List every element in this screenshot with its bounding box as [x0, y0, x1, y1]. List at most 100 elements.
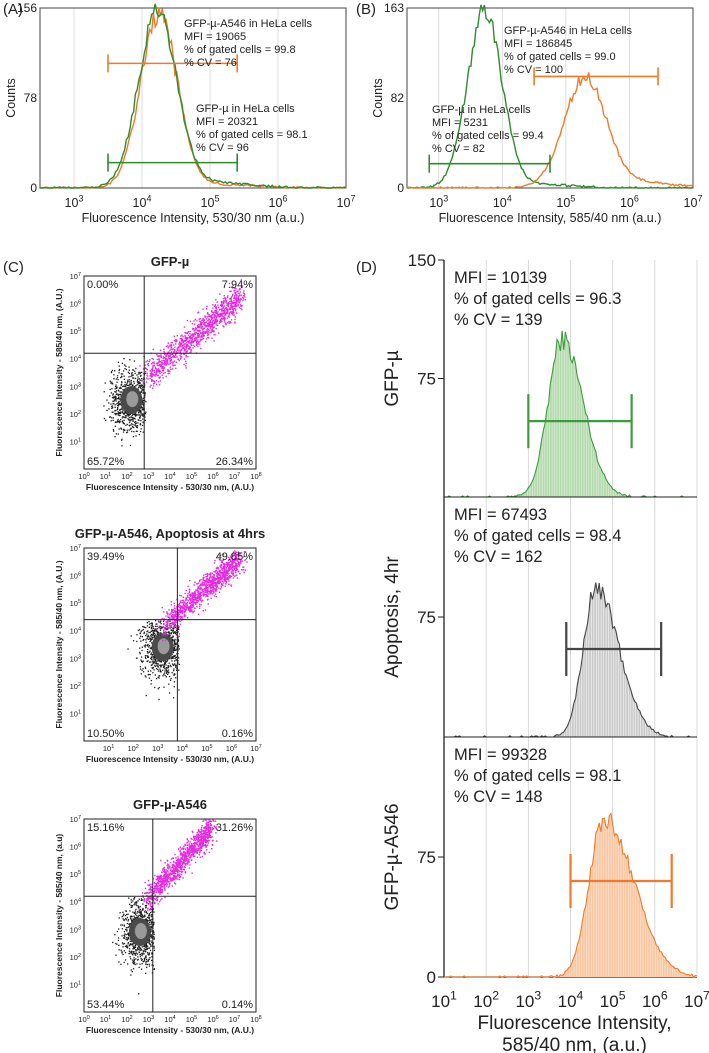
event-dot-magenta: [230, 286, 233, 288]
x-tick-base: 10: [229, 472, 237, 481]
event-dot-magenta: [177, 358, 179, 361]
event-dot-magenta: [231, 296, 233, 298]
event-dot-black: [123, 358, 125, 360]
event-dot-magenta: [174, 621, 177, 623]
event-dot-black: [140, 414, 142, 416]
event-dot-black: [165, 664, 167, 666]
event-dot-magenta: [227, 295, 229, 297]
event-dot-black: [150, 630, 152, 632]
event-dot-black: [157, 662, 159, 665]
event-dot-magenta: [153, 371, 156, 373]
event-dot-magenta: [188, 607, 190, 609]
event-dot-black: [172, 636, 174, 638]
event-dot-black: [171, 638, 173, 641]
event-dot-magenta: [202, 328, 204, 330]
event-dot-magenta: [187, 585, 189, 587]
event-dot-magenta: [215, 306, 218, 308]
event-dot-black: [127, 919, 130, 921]
event-dot-magenta: [153, 901, 156, 903]
y-tick-base: 10: [70, 327, 78, 336]
x-tick-label: 101: [103, 744, 114, 753]
event-dot-black: [177, 652, 179, 655]
event-dot-magenta: [193, 327, 195, 330]
event-dot-magenta: [190, 606, 192, 609]
x-tick-exp: 7: [237, 472, 240, 478]
event-dot-magenta: [242, 566, 244, 568]
event-dot-magenta: [178, 613, 180, 615]
event-dot-black: [177, 628, 180, 630]
event-dot-magenta: [215, 310, 217, 312]
event-dot-black: [144, 946, 146, 948]
event-dot-magenta: [185, 332, 187, 334]
event-dot-magenta: [173, 335, 175, 338]
event-dot-black: [146, 947, 148, 949]
event-dot-magenta: [225, 570, 228, 572]
event-dot-black: [121, 439, 123, 441]
event-dot-magenta: [194, 591, 196, 593]
event-dot-black: [121, 376, 123, 378]
event-dot-magenta: [207, 578, 209, 581]
x-tick-label-base: 10: [201, 196, 215, 210]
event-dot-magenta: [209, 321, 211, 324]
panel-label-a: (A): [3, 1, 23, 18]
event-dot-black: [119, 398, 121, 400]
event-dot-black: [130, 944, 132, 946]
x-tick-label-exp: 5: [570, 193, 575, 203]
event-dot-magenta: [179, 343, 181, 345]
event-dot-black: [147, 660, 149, 662]
y-axis-title: Fluorescence Intensity - 585/40 nm, (A.U…: [54, 560, 64, 728]
event-dot-black: [139, 416, 141, 418]
event-dot-magenta: [205, 591, 208, 593]
event-dot-black: [151, 634, 154, 636]
event-dot-black: [132, 374, 134, 376]
event-dot-magenta: [240, 305, 242, 308]
event-dot-black: [158, 686, 160, 689]
x-tick-exp: 7: [259, 744, 262, 750]
event-dot-black: [139, 430, 142, 433]
event-dot-magenta: [166, 622, 169, 624]
event-dot-black: [112, 411, 114, 413]
event-dot-magenta: [244, 569, 247, 571]
event-dot-black: [136, 963, 138, 965]
event-dot-magenta: [181, 612, 183, 615]
event-dot-magenta: [169, 359, 171, 361]
density-core-highlight: [134, 923, 147, 940]
event-dot-magenta: [190, 348, 192, 351]
event-dot-black: [132, 952, 135, 954]
event-dot-magenta: [213, 316, 215, 318]
event-dot-black: [155, 620, 157, 622]
event-dot-magenta: [203, 583, 206, 585]
event-dot-magenta: [188, 596, 190, 599]
event-dot-black: [144, 372, 146, 374]
event-dot-black: [137, 916, 139, 918]
event-dot-magenta: [190, 344, 192, 347]
event-dot-magenta: [187, 337, 189, 339]
event-dot-magenta: [201, 588, 203, 590]
event-dot-black: [168, 631, 170, 633]
event-dot-magenta: [211, 313, 214, 316]
event-dot-magenta: [219, 588, 222, 590]
event-dot-magenta: [216, 572, 219, 574]
event-dot-magenta: [206, 332, 209, 334]
event-dot-magenta: [183, 343, 186, 345]
event-dot-magenta: [149, 370, 152, 372]
event-dot-black: [134, 916, 136, 919]
event-dot-black: [162, 620, 165, 623]
event-dot-black: [172, 630, 174, 632]
event-dot-black: [128, 945, 130, 947]
event-dot-magenta: [214, 310, 216, 312]
event-dot-magenta: [218, 315, 221, 317]
event-dot-magenta: [168, 620, 171, 622]
event-dot-magenta: [214, 593, 217, 595]
event-dot-black: [116, 421, 118, 423]
event-dot-magenta: [223, 297, 226, 299]
event-dot-magenta: [165, 615, 167, 617]
event-dot-black: [174, 663, 176, 665]
event-dot-magenta: [204, 589, 207, 591]
event-dot-black: [126, 384, 129, 387]
y-tick-exp: 7: [78, 272, 81, 278]
event-dot-magenta: [167, 370, 169, 372]
event-dot-black: [151, 918, 153, 921]
event-dot-black: [153, 935, 155, 938]
event-dot-black: [148, 636, 150, 638]
